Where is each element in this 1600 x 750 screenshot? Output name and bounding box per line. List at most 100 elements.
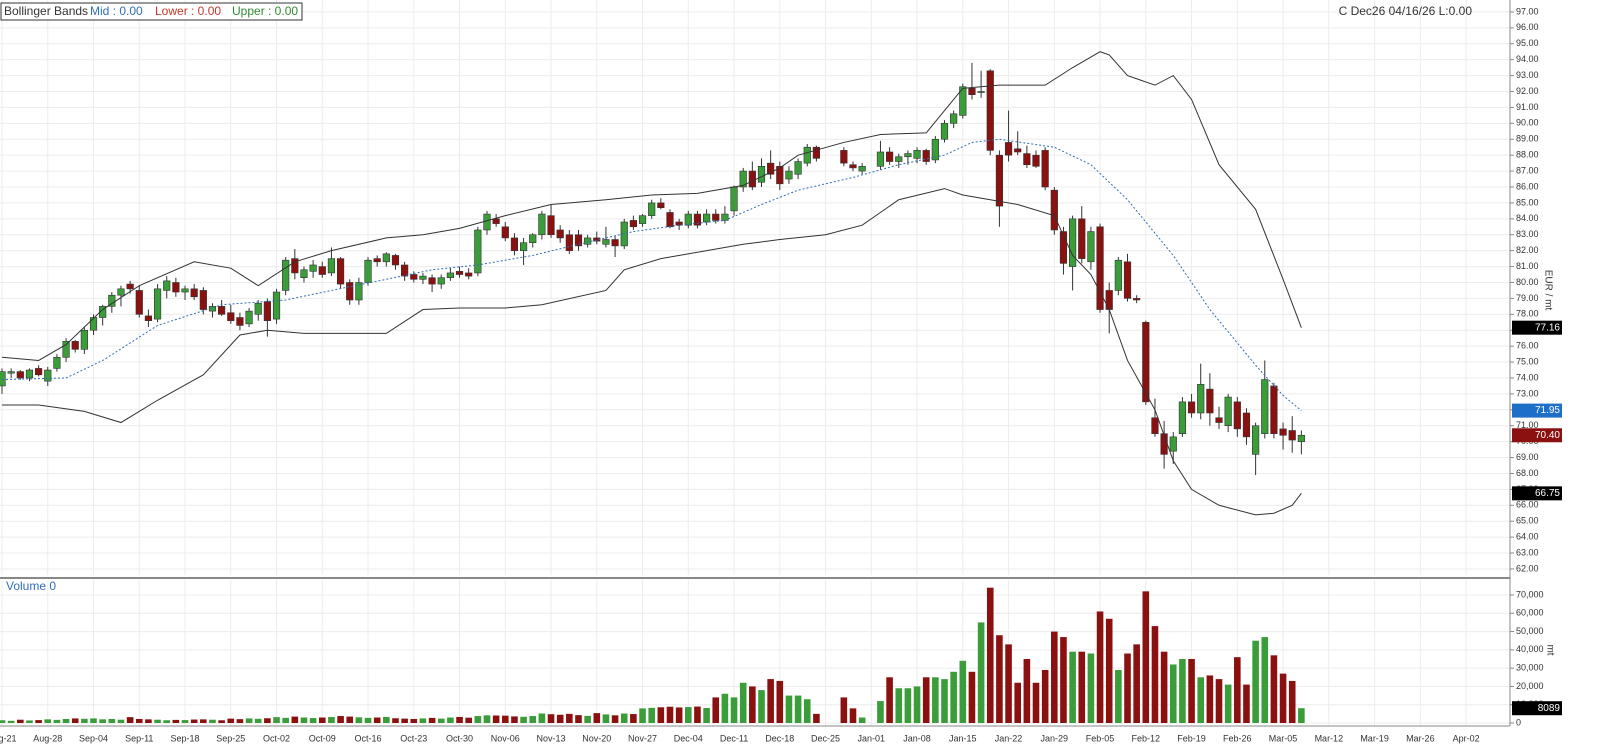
candle-body	[1050, 189, 1058, 231]
x-tick-label: Oct-16	[355, 733, 382, 743]
volume-bar	[1087, 653, 1095, 723]
volume-bar	[529, 716, 537, 723]
candle-body	[190, 288, 198, 298]
volume-bar	[401, 718, 408, 723]
volume-bar	[456, 716, 463, 723]
y-tick-label: 84.00	[1516, 213, 1539, 223]
candle-body	[638, 215, 647, 224]
volume-bar	[26, 720, 33, 723]
candle-body	[1087, 231, 1095, 263]
candle-body	[391, 255, 400, 266]
candle-body	[895, 156, 903, 162]
candle-body	[1206, 388, 1214, 414]
volume-bar	[1078, 651, 1086, 723]
candle-body	[1032, 154, 1040, 167]
y-tick-label: 91.00	[1516, 102, 1539, 112]
volume-bar	[1060, 637, 1067, 723]
volume-bar	[584, 715, 591, 723]
candle-body	[318, 266, 326, 275]
volume-bar	[364, 717, 372, 723]
volume-tick-label: 30,000	[1516, 663, 1544, 673]
candle-body	[336, 258, 345, 285]
volume-bar	[721, 693, 729, 723]
volume-bar	[245, 718, 253, 723]
volume-bar	[1252, 640, 1259, 723]
candle-body	[144, 315, 153, 321]
last-value-box	[1512, 428, 1562, 443]
candle-body	[1224, 396, 1232, 427]
candle-body	[1261, 379, 1269, 434]
candle-body	[1133, 298, 1141, 301]
volume-bar	[877, 701, 884, 723]
candle-body	[812, 146, 820, 159]
volume-bar	[1160, 651, 1168, 723]
volume-bar	[53, 719, 61, 723]
volume-bar	[575, 715, 582, 723]
volume-bar	[135, 718, 143, 723]
volume-bar	[163, 720, 171, 723]
volume-bar	[465, 717, 472, 723]
candle-body	[227, 312, 235, 321]
volume-bar	[71, 718, 79, 723]
candle-body	[940, 123, 949, 140]
candle-body	[153, 288, 162, 320]
candle-body	[748, 170, 756, 188]
volume-bar	[7, 720, 15, 723]
y-tick-label: 89.00	[1516, 134, 1539, 144]
x-tick-label: Oct-30	[446, 733, 473, 743]
x-tick-label: Sep-11	[125, 733, 153, 743]
candle-body	[364, 259, 372, 283]
x-tick-label: Sep-25	[216, 733, 245, 743]
candle-body	[99, 306, 107, 318]
volume-bar	[959, 660, 967, 723]
y-tick-label: 97.00	[1516, 6, 1539, 16]
volume-bar	[474, 716, 482, 723]
candle-body	[840, 150, 848, 164]
volume-bar	[1096, 611, 1104, 723]
x-tick-label: Mar-19	[1360, 733, 1389, 743]
volume-bar	[1206, 675, 1214, 723]
volume-bar	[986, 587, 994, 723]
candle-body	[474, 229, 482, 274]
volume-bar	[849, 708, 857, 723]
candle-body	[739, 170, 747, 188]
y-tick-label: 63.00	[1516, 547, 1539, 557]
candle-body	[611, 239, 619, 247]
candle-body	[1105, 290, 1113, 310]
candle-body	[455, 271, 464, 275]
candle-body	[492, 218, 500, 224]
volume-bar	[785, 695, 793, 723]
volume-bar	[1041, 669, 1049, 723]
candle-body	[35, 368, 43, 376]
volume-bar	[950, 671, 957, 723]
volume-bar	[657, 707, 665, 723]
x-tick-label: Feb-19	[1177, 733, 1206, 743]
volume-bar	[996, 635, 1003, 723]
volume-tick-label: 50,000	[1516, 626, 1544, 636]
candle-body	[272, 291, 281, 320]
candle-body	[913, 150, 921, 159]
candle-body	[1123, 261, 1132, 299]
volume-bar	[209, 719, 216, 723]
volume-bar	[1243, 684, 1250, 723]
volume-tick-label: 40,000	[1516, 644, 1544, 654]
legend-title: Bollinger Bands	[4, 4, 88, 18]
last-value-label: 77.16	[1535, 322, 1560, 333]
x-tick-label: Jan-08	[903, 733, 931, 743]
y-tick-label: 87.00	[1516, 165, 1539, 175]
y-tick-label: 95.00	[1516, 38, 1539, 48]
last-volume-label: 8089	[1538, 703, 1561, 714]
candle-body	[1114, 259, 1122, 291]
candle-body	[968, 88, 976, 95]
x-tick-label: Apr-02	[1453, 733, 1480, 743]
volume-bar	[684, 707, 692, 723]
candle-body	[1004, 142, 1013, 156]
volume-bar	[886, 677, 893, 723]
candle-body	[886, 151, 894, 162]
candle-body	[629, 220, 637, 228]
last-value-box	[1512, 320, 1562, 335]
x-tick-label: Feb-05	[1086, 733, 1115, 743]
x-tick-label: Aug-21	[0, 733, 17, 743]
legend-mid: Mid : 0.00	[90, 4, 143, 18]
candle-body	[1270, 385, 1278, 434]
